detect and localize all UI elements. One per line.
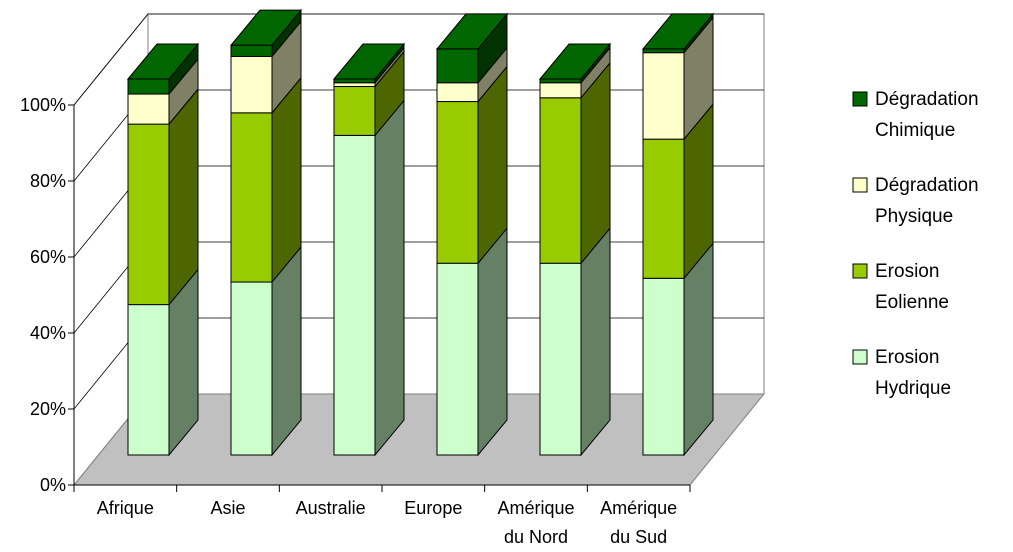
- legend-swatch: [852, 177, 868, 193]
- bar-side: [374, 99, 405, 457]
- bar-segment: [642, 102, 714, 280]
- bar-top: [126, 43, 200, 80]
- bar-front: [230, 281, 273, 456]
- bar-front: [436, 101, 479, 264]
- bar-segment: [539, 46, 611, 100]
- x-tick-label: Europe: [404, 498, 462, 518]
- legend-label: Hydrique: [875, 378, 951, 399]
- bar-front: [436, 262, 479, 456]
- bar-segment: [436, 226, 508, 457]
- bar-segment: [229, 8, 303, 58]
- bar-segment: [333, 99, 405, 457]
- bar-front: [333, 134, 376, 456]
- legend-label: Chimique: [875, 120, 955, 141]
- bar-top: [229, 9, 303, 46]
- y-tick-label: 100%: [20, 95, 66, 115]
- y-tick-label: 80%: [30, 171, 66, 191]
- legend-swatch: [852, 263, 868, 279]
- bar-segment: [127, 57, 199, 126]
- bar-segment: [230, 20, 302, 115]
- legend-swatch: [852, 91, 868, 107]
- bar-front: [333, 86, 376, 136]
- bar-side: [580, 226, 611, 457]
- bar-front: [539, 97, 582, 264]
- legend-label: Erosion: [875, 261, 939, 282]
- y-tick-label: 20%: [30, 399, 66, 419]
- x-tick-label: Afrique: [97, 498, 154, 518]
- bar-side: [271, 245, 302, 457]
- x-tick-label: Australie: [296, 498, 366, 518]
- bar-front: [127, 78, 170, 95]
- bar-segment: [230, 76, 302, 284]
- legend-item: Erosion Eolienne: [852, 261, 949, 313]
- legend-item: Dégradation Chimique: [852, 89, 979, 141]
- bar-front: [539, 78, 582, 84]
- legend-label: Dégradation: [875, 175, 979, 196]
- bar-front: [230, 44, 273, 57]
- bar-segment: [230, 245, 302, 457]
- y-tick-label: 40%: [30, 323, 66, 343]
- bar-front: [127, 93, 170, 125]
- bar-segment: [539, 226, 611, 457]
- bar-segment: [126, 42, 200, 96]
- bar-segment: [538, 42, 612, 85]
- x-tick-label: Asie: [210, 498, 245, 518]
- x-tick-label: Amérique: [497, 498, 574, 518]
- bar-side: [683, 241, 714, 457]
- bar-front: [539, 82, 582, 99]
- bar-front: [127, 304, 170, 456]
- bar-side: [271, 76, 302, 284]
- y-tick-label: 0%: [40, 475, 66, 495]
- legend-label: Erosion: [875, 347, 939, 368]
- bar-top: [332, 43, 406, 80]
- bar-side: [477, 226, 508, 457]
- bar-front: [333, 82, 376, 88]
- bar-segment: [436, 65, 508, 265]
- bar-front: [436, 82, 479, 103]
- bar-front: [127, 123, 170, 306]
- bar-top: [538, 43, 612, 80]
- bar-front: [642, 138, 685, 279]
- bar-segment: [332, 42, 406, 85]
- bar-segment: [641, 12, 715, 55]
- bar-segment: [127, 87, 199, 306]
- bar-front: [642, 52, 685, 140]
- legend-label: Physique: [875, 206, 953, 227]
- bar-top: [435, 13, 509, 50]
- bar-segment: [127, 268, 199, 457]
- bar-front: [230, 55, 273, 114]
- legend-label: Eolienne: [875, 292, 949, 313]
- bar-side: [168, 87, 199, 306]
- bar-segment: [642, 16, 714, 141]
- bar-front: [230, 112, 273, 283]
- bar-front: [436, 48, 479, 84]
- x-tick-label: du Nord: [504, 527, 568, 547]
- bar-front: [333, 78, 376, 84]
- legend-item: Erosion Hydrique: [852, 347, 951, 399]
- x-tick-label: du Sud: [610, 527, 667, 547]
- legend-label: Dégradation: [875, 89, 979, 110]
- y-tick-label: 60%: [30, 247, 66, 267]
- legend-item: Dégradation Physique: [852, 175, 979, 227]
- bar-front: [642, 277, 685, 456]
- gridline: [73, 13, 764, 106]
- bar-segment: [539, 61, 611, 265]
- legend-swatch: [852, 349, 868, 365]
- bar-front: [539, 262, 582, 456]
- x-tick-label: Amérique: [600, 498, 677, 518]
- bar-front: [642, 48, 685, 54]
- bar-top: [641, 13, 715, 50]
- bar-segment: [435, 12, 509, 85]
